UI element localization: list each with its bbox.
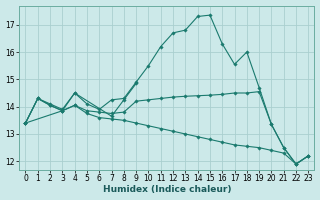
X-axis label: Humidex (Indice chaleur): Humidex (Indice chaleur): [103, 185, 231, 194]
